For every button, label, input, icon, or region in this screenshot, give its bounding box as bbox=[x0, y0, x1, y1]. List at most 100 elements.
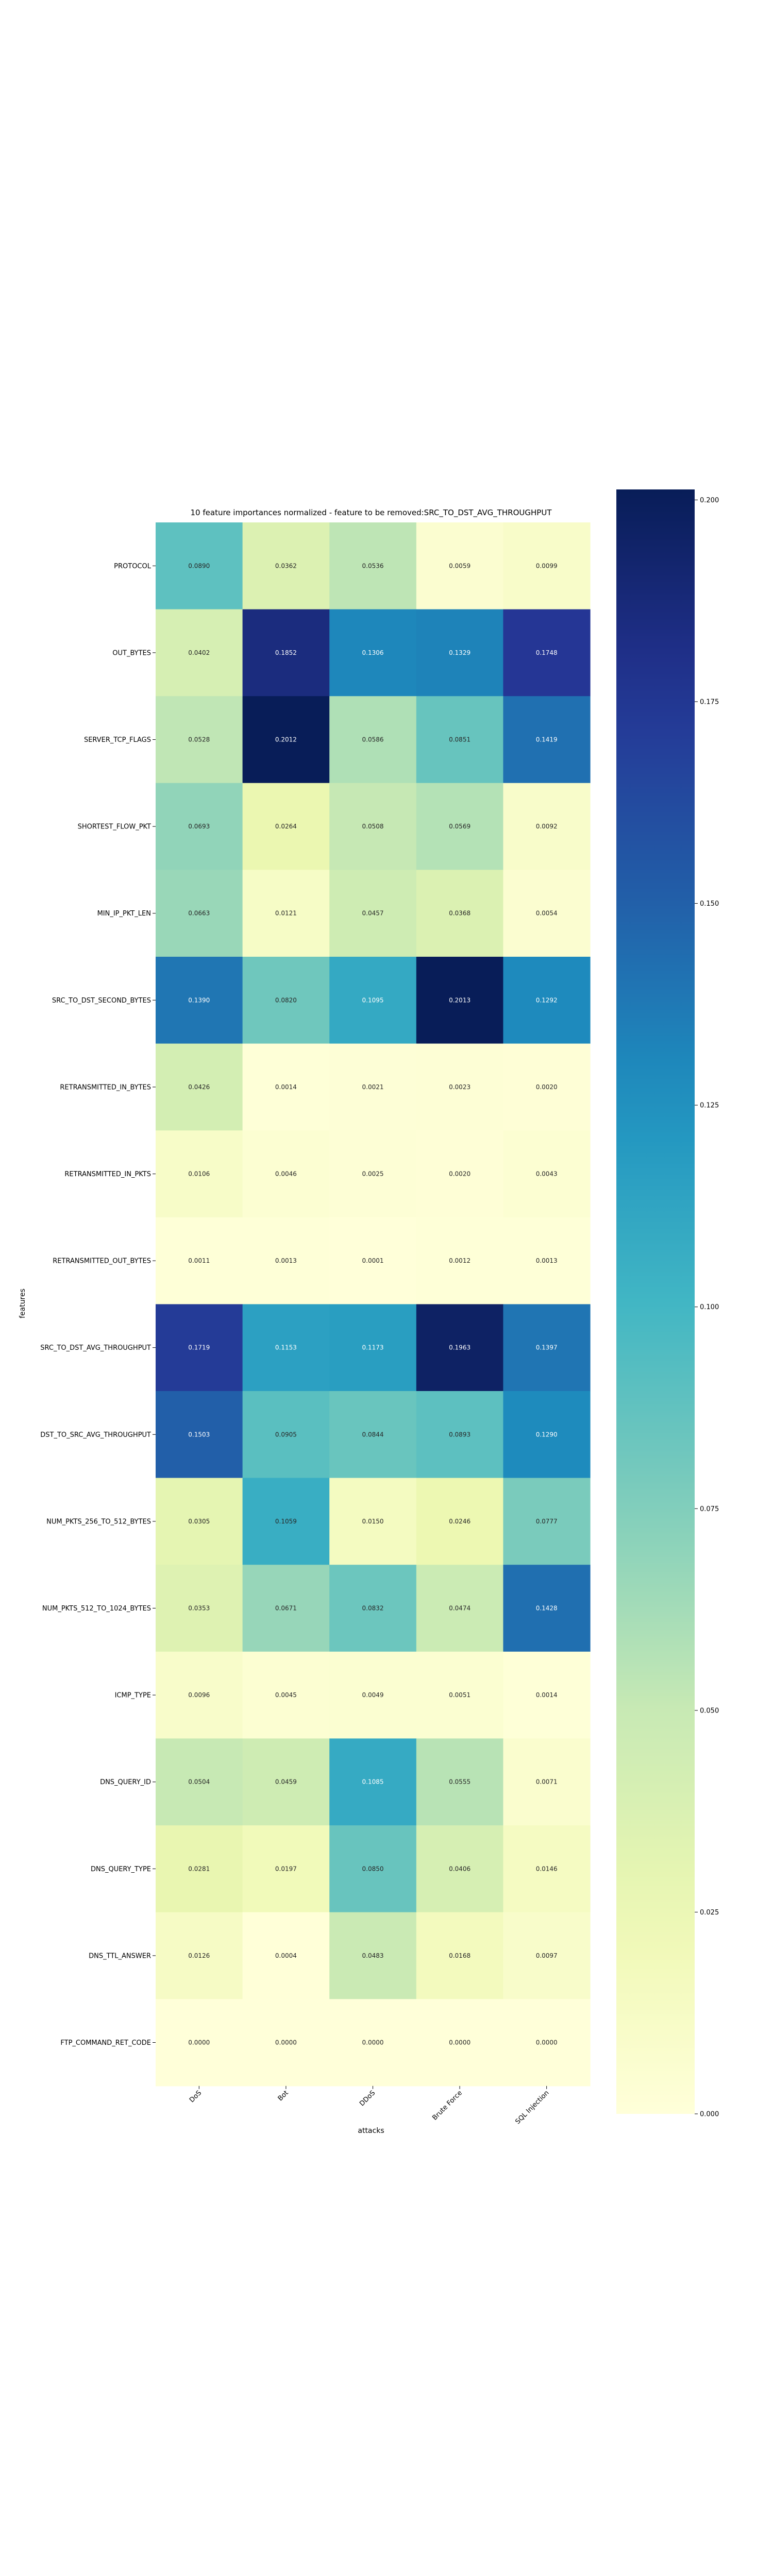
y-tick-label: SRC_TO_DST_SECOND_BYTES bbox=[52, 997, 151, 1005]
heatmap-cell bbox=[156, 1651, 243, 1739]
heatmap-cell bbox=[416, 609, 503, 697]
y-tick-label: NUM_PKTS_256_TO_512_BYTES bbox=[46, 1518, 151, 1526]
cell-value-label: 0.0150 bbox=[362, 1518, 384, 1525]
heatmap-cell bbox=[416, 1304, 503, 1392]
y-tick-label: SERVER_TCP_FLAGS bbox=[84, 736, 151, 744]
cell-value-label: 0.0014 bbox=[536, 1691, 558, 1699]
heatmap-cell bbox=[329, 609, 417, 697]
heatmap-cell bbox=[242, 609, 330, 697]
heatmap-cell bbox=[242, 1565, 330, 1652]
y-tick-label: NUM_PKTS_512_TO_1024_BYTES bbox=[42, 1605, 151, 1613]
cell-value-label: 0.1329 bbox=[449, 649, 470, 656]
heatmap-cell bbox=[416, 1999, 503, 2087]
cell-value-label: 0.1852 bbox=[275, 649, 297, 656]
cell-value-label: 0.0106 bbox=[188, 1171, 210, 1178]
y-tick-label: OUT_BYTES bbox=[112, 649, 151, 657]
heatmap-cell bbox=[156, 870, 243, 957]
heatmap-cell bbox=[416, 1651, 503, 1739]
cell-value-label: 0.0844 bbox=[362, 1431, 384, 1438]
heatmap-cell bbox=[416, 696, 503, 784]
heatmap-cell bbox=[242, 696, 330, 784]
colorbar-tick-label: 0.150 bbox=[700, 900, 719, 908]
heatmap-cell bbox=[156, 1217, 243, 1304]
heatmap-cell bbox=[156, 1043, 243, 1131]
cell-value-label: 0.0457 bbox=[362, 910, 384, 917]
heatmap-cell bbox=[156, 1130, 243, 1218]
cell-value-label: 0.0851 bbox=[449, 736, 470, 743]
cell-value-label: 0.0264 bbox=[275, 823, 297, 830]
y-axis-label: features bbox=[19, 1289, 27, 1318]
cell-value-label: 0.0023 bbox=[449, 1083, 470, 1091]
heatmap-cell bbox=[416, 1478, 503, 1565]
heatmap-cell bbox=[503, 1565, 591, 1652]
cell-value-label: 0.0555 bbox=[449, 1778, 470, 1786]
heatmap-cell bbox=[329, 1912, 417, 1999]
cell-value-label: 0.1292 bbox=[536, 996, 558, 1004]
heatmap-cell bbox=[503, 1304, 591, 1392]
cell-value-label: 0.0097 bbox=[536, 1952, 558, 1959]
y-tick-label: RETRANSMITTED_OUT_BYTES bbox=[53, 1258, 151, 1265]
cell-value-label: 0.0059 bbox=[449, 562, 470, 569]
heatmap-cell bbox=[242, 1043, 330, 1131]
cell-value-label: 0.0001 bbox=[362, 1257, 384, 1264]
y-tick-label: SHORTEST_FLOW_PKT bbox=[78, 823, 151, 831]
cell-value-label: 0.0890 bbox=[188, 562, 210, 569]
cell-value-label: 0.0368 bbox=[449, 910, 470, 917]
heatmap-cell bbox=[329, 1999, 417, 2087]
cell-value-label: 0.0362 bbox=[275, 562, 297, 569]
heatmap-cell bbox=[416, 783, 503, 870]
cell-value-label: 0.0406 bbox=[449, 1865, 470, 1872]
cell-value-label: 0.0092 bbox=[536, 823, 558, 830]
heatmap-cell bbox=[329, 1391, 417, 1479]
cell-value-label: 0.0126 bbox=[188, 1952, 210, 1959]
cell-value-label: 0.1428 bbox=[536, 1605, 558, 1612]
colorbar-tick-label: 0.000 bbox=[700, 2111, 719, 2119]
cell-value-label: 0.1397 bbox=[536, 1344, 558, 1351]
heatmap-cell bbox=[503, 522, 591, 610]
cell-value-label: 0.1059 bbox=[275, 1518, 297, 1525]
heatmap-cell bbox=[416, 1043, 503, 1131]
heatmap-cell bbox=[156, 1912, 243, 1999]
colorbar-tick-label: 0.175 bbox=[700, 698, 719, 706]
heatmap-cell bbox=[416, 1912, 503, 1999]
cell-value-label: 0.0004 bbox=[275, 1952, 297, 1959]
heatmap-cell bbox=[329, 696, 417, 784]
heatmap-cell bbox=[503, 1651, 591, 1739]
heatmap-cell bbox=[242, 1738, 330, 1826]
heatmap-cell bbox=[503, 1130, 591, 1218]
cell-value-label: 0.0536 bbox=[362, 562, 384, 569]
cell-value-label: 0.0850 bbox=[362, 1865, 384, 1872]
heatmap-cell bbox=[156, 522, 243, 610]
heatmap-cell bbox=[416, 957, 503, 1044]
cell-value-label: 0.1390 bbox=[188, 996, 210, 1004]
chart-title: 10 feature importances normalized - feat… bbox=[191, 508, 552, 518]
y-tick-label: SRC_TO_DST_AVG_THROUGHPUT bbox=[40, 1344, 151, 1352]
y-tick-label: DNS_TTL_ANSWER bbox=[89, 1952, 151, 1960]
cell-value-label: 0.0025 bbox=[362, 1171, 384, 1178]
y-tick-label: FTP_COMMAND_RET_CODE bbox=[60, 2039, 151, 2047]
x-axis-label: attacks bbox=[358, 2127, 384, 2135]
cell-value-label: 0.0000 bbox=[362, 2039, 384, 2046]
heatmap-cell bbox=[329, 1738, 417, 1826]
cell-value-label: 0.0281 bbox=[188, 1865, 210, 1872]
heatmap-cell bbox=[329, 1651, 417, 1739]
heatmap-cell bbox=[503, 1912, 591, 1999]
heatmap-cell bbox=[242, 1999, 330, 2087]
colorbar-tick-label: 0.200 bbox=[700, 497, 719, 504]
cell-value-label: 0.0000 bbox=[536, 2039, 558, 2046]
heatmap-cell bbox=[329, 522, 417, 610]
heatmap-cell bbox=[503, 870, 591, 957]
cell-value-label: 0.0168 bbox=[449, 1952, 470, 1959]
heatmap-cell bbox=[416, 1217, 503, 1304]
cell-value-label: 0.0014 bbox=[275, 1083, 297, 1091]
heatmap-cell bbox=[329, 1825, 417, 1913]
heatmap-cell bbox=[242, 1391, 330, 1479]
cell-value-label: 0.0693 bbox=[188, 823, 210, 830]
heatmap-cell bbox=[503, 957, 591, 1044]
heatmap-cell bbox=[503, 1825, 591, 1913]
cell-value-label: 0.0054 bbox=[536, 910, 558, 917]
cell-value-label: 0.1503 bbox=[188, 1431, 210, 1438]
cell-value-label: 0.0000 bbox=[275, 2039, 297, 2046]
cell-value-label: 0.0426 bbox=[188, 1083, 210, 1091]
cell-value-label: 0.1173 bbox=[362, 1344, 384, 1351]
